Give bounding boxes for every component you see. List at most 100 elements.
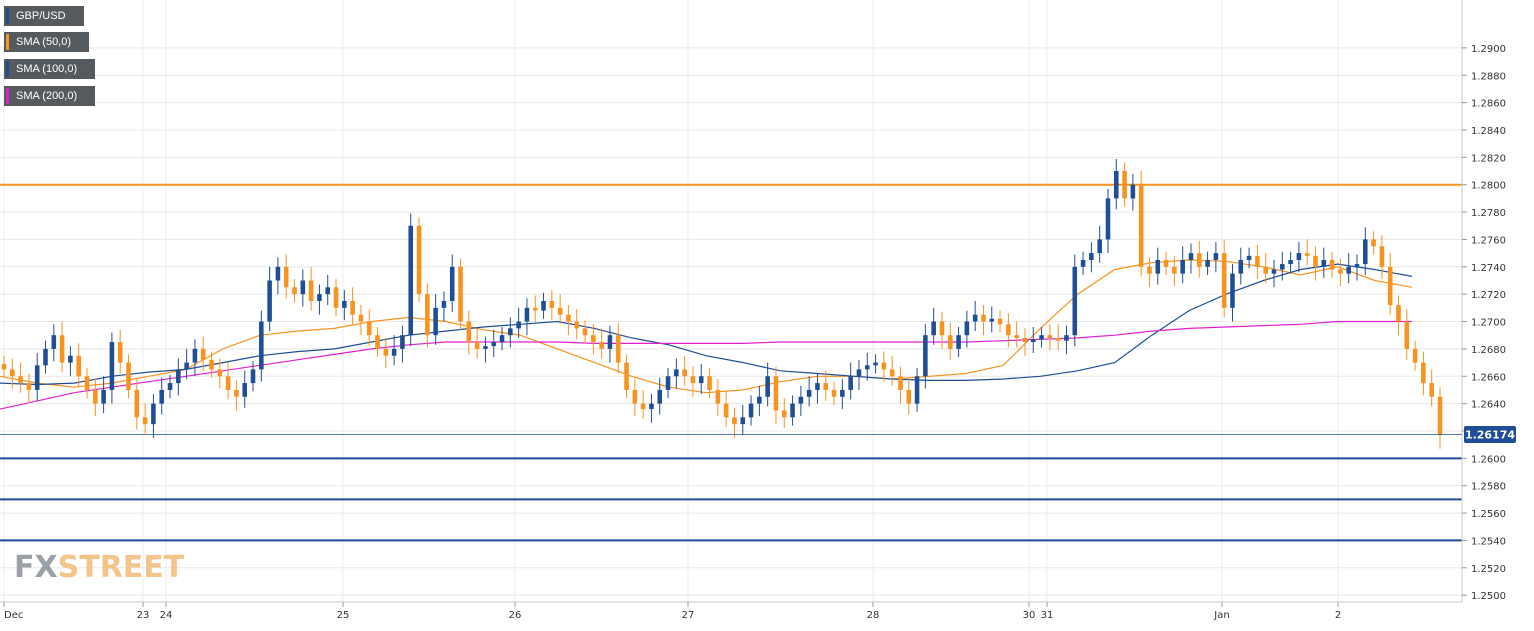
y-tick-label: 1.2900: [1471, 44, 1506, 55]
legend-swatch: [6, 34, 9, 50]
candle-body: [1329, 259, 1335, 270]
y-tick-label: 1.2580: [1471, 482, 1506, 493]
candle-body: [690, 376, 696, 384]
candle-body: [1130, 184, 1136, 199]
candle-body: [748, 403, 754, 418]
candle-body: [1097, 239, 1102, 254]
candle-body: [1338, 269, 1343, 274]
candle-body: [1163, 259, 1169, 267]
candle-body: [1197, 253, 1202, 267]
candle-body: [765, 376, 770, 397]
legend-item-gbpusd[interactable]: GBP/USD: [4, 6, 84, 26]
candle-body: [176, 369, 181, 384]
candle-body: [317, 294, 322, 301]
candle-body: [607, 335, 613, 349]
candle-body: [391, 348, 397, 356]
candle-body: [649, 403, 654, 410]
candle-body: [1138, 184, 1144, 267]
candle-body: [1006, 324, 1011, 336]
candle-body: [474, 342, 480, 349]
candle-body: [425, 294, 430, 336]
candle-body: [566, 314, 571, 322]
legend-swatch: [6, 61, 9, 77]
candle-body: [342, 301, 347, 308]
candle-body: [408, 225, 414, 336]
candle-body: [217, 369, 223, 377]
candle-body: [1387, 266, 1393, 306]
candle-body: [1221, 253, 1227, 308]
candle-body: [416, 225, 422, 295]
candle-body: [1064, 335, 1069, 341]
candle-body: [582, 328, 588, 336]
sma-line-3: [0, 320, 1412, 410]
candle-body: [1346, 266, 1351, 274]
candle-body: [640, 403, 646, 410]
x-tick-label: 31: [1041, 610, 1054, 621]
candle-body: [931, 321, 936, 336]
price-series: [1, 158, 1443, 449]
candle-body: [906, 389, 912, 404]
candle-body: [698, 376, 704, 384]
candle-body: [400, 335, 405, 349]
y-tick-label: 1.2840: [1471, 126, 1506, 137]
candle-body: [881, 362, 887, 370]
logo-part-street: STREET: [57, 550, 185, 585]
candle-body: [723, 403, 729, 418]
candle-body: [1313, 255, 1318, 267]
candle-body: [674, 369, 679, 377]
candle-body: [557, 307, 563, 315]
legend-swatch: [6, 88, 9, 104]
candle-body: [1404, 321, 1410, 349]
y-tick-label: 1.2640: [1471, 400, 1506, 411]
candle-body: [1089, 253, 1094, 260]
legend-item-sma-100[interactable]: SMA (100,0): [4, 59, 95, 79]
candle-body: [259, 321, 264, 370]
candle-body: [972, 314, 978, 322]
candle-body: [433, 307, 438, 336]
x-tick-label: 26: [509, 610, 522, 621]
candle-body: [466, 321, 472, 343]
candle-body: [856, 369, 862, 377]
candle-body: [823, 383, 829, 390]
current-price-marker: 1.26174: [0, 426, 1516, 444]
candle-body: [508, 328, 513, 336]
candle-body: [483, 346, 488, 349]
candle-body: [366, 321, 372, 336]
legend-item-sma-200[interactable]: SMA (200,0): [4, 86, 95, 106]
candle-body: [134, 389, 140, 418]
y-tick-label: 1.2720: [1471, 290, 1506, 301]
candle-body: [873, 362, 878, 366]
candle-body: [1072, 266, 1078, 336]
candle-body: [84, 376, 90, 390]
candle-body: [126, 362, 131, 390]
candle-body: [209, 359, 214, 370]
candle-body: [275, 266, 281, 281]
candle-body: [10, 369, 15, 377]
candle-body: [142, 417, 148, 425]
candle-body: [997, 318, 1003, 325]
candle-body: [225, 376, 231, 390]
y-tick-label: 1.2760: [1471, 235, 1506, 246]
x-tick-label: 24: [160, 610, 173, 621]
fxstreet-logo: FXSTREET: [14, 550, 184, 585]
candle-body: [1030, 339, 1036, 343]
x-tick-label: 27: [682, 610, 695, 621]
candle-body: [1421, 362, 1426, 384]
horizontal-levels: [0, 183, 1462, 542]
candle-body: [1147, 266, 1152, 274]
candle-body: [1180, 259, 1185, 274]
candle-body: [815, 383, 820, 390]
x-tick-label: 23: [137, 610, 150, 621]
candle-body: [234, 389, 239, 397]
candle-body: [1122, 171, 1127, 199]
candle-body: [889, 369, 895, 377]
candle-body: [1188, 253, 1194, 260]
candle-body: [283, 266, 289, 288]
legend-item-sma-50[interactable]: SMA (50,0): [4, 32, 89, 52]
x-tick-label: 2: [1335, 610, 1341, 621]
legend-label: SMA (200,0): [16, 90, 78, 102]
candle-body: [599, 342, 604, 349]
candle-body: [1321, 259, 1327, 267]
candle-body: [267, 280, 272, 322]
candle-body: [300, 280, 306, 295]
